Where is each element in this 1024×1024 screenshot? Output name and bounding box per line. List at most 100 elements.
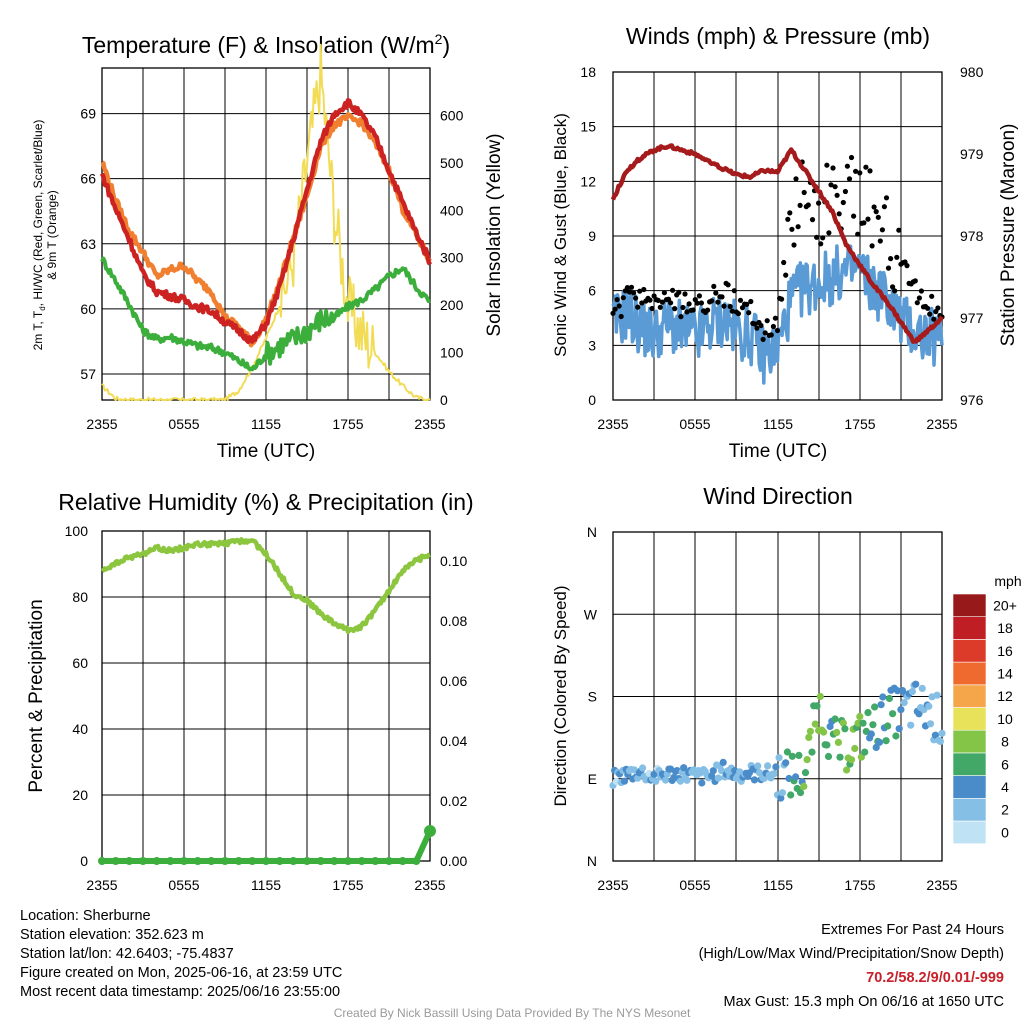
- direction-point: [680, 764, 688, 772]
- temperature-left-tick-label: 57: [80, 366, 96, 382]
- wind-right-axis-label: Station Pressure (Maroon): [998, 124, 1019, 347]
- wind-gust-point: [894, 254, 900, 260]
- wind-gust-point: [635, 304, 641, 310]
- wind-gust-point: [879, 227, 886, 233]
- wind-gust-point: [892, 288, 898, 294]
- wind-gust-point: [754, 325, 760, 331]
- direction-point: [634, 774, 642, 782]
- temperature-right-axis-label: Solar Insolation (Yellow): [484, 133, 505, 336]
- colorbar-swatch: [952, 616, 987, 640]
- wind-gust-point: [731, 288, 737, 294]
- precipitation-point: [111, 857, 120, 865]
- wind-gust-point: [659, 299, 666, 305]
- wind-left-tick-label: 3: [588, 337, 596, 353]
- extremes-subtitle: (High/Low/Max Wind/Precipitation/Snow De…: [698, 946, 1004, 962]
- wind-gust-point: [925, 305, 931, 311]
- direction-point: [871, 703, 879, 711]
- direction-point: [800, 782, 808, 791]
- direction-plot-frame: [612, 531, 943, 862]
- wind-series-layer: [610, 143, 945, 385]
- wind-gust-point: [762, 330, 768, 336]
- direction-point: [931, 731, 940, 739]
- wind-gust-point: [649, 305, 655, 312]
- humidity-x-tick-label: 1155: [251, 877, 281, 893]
- direction-point: [843, 766, 851, 774]
- wind-gust-point: [832, 184, 838, 190]
- direction-point: [778, 789, 787, 797]
- direction-left-tick-label: W: [584, 606, 598, 622]
- wind-x-tick-label: 2355: [597, 416, 628, 432]
- wind-gust-point: [826, 230, 832, 236]
- wind-gust-point: [867, 168, 873, 174]
- temperature-tick-layer: 2355 0555 1155 1755 2355 57 60 63 66 69 0 100 200 300…: [80, 106, 463, 432]
- wind-gust-point: [834, 192, 840, 198]
- temperature-plot-frame: [101, 67, 431, 401]
- temperature-left-tick-label: 69: [80, 106, 96, 122]
- precipitation-point: [316, 857, 325, 865]
- colorbar-tick-label: 0: [1001, 824, 1009, 840]
- wind-gust-point: [797, 202, 803, 208]
- temperature-x-tick-label: 1755: [332, 416, 363, 432]
- direction-point: [816, 692, 824, 701]
- wind-gust-point: [614, 297, 620, 303]
- humidity-right-tick-label: 0.08: [440, 613, 467, 629]
- humidity-x-tick-label: 2355: [414, 877, 445, 893]
- direction-grid: [612, 531, 943, 862]
- wind-right-tick-label: 978: [960, 228, 984, 244]
- wind-gust-point: [705, 307, 711, 313]
- temperature-left-axis-label: 2m T, Td, HI/WC (Red, Green, Scarlet/Blu…: [31, 120, 47, 351]
- wind-gust-point: [641, 286, 647, 293]
- temperature-right-tick-label: 200: [440, 297, 464, 313]
- wind-gust-point: [795, 224, 801, 230]
- direction-point: [912, 680, 920, 688]
- wind-right-tick-label: 980: [960, 64, 984, 80]
- wind-gust-point: [746, 310, 752, 316]
- wind-gust-point: [869, 243, 875, 249]
- colorbar-tick-label: 8: [1001, 734, 1009, 750]
- wind-gust-point: [682, 291, 688, 297]
- colorbar-unit-label: mph: [994, 573, 1021, 589]
- precipitation-point: [180, 857, 188, 865]
- wind-gust-point: [748, 298, 754, 305]
- humidity-line: [101, 537, 431, 635]
- colorbar-tick-label: 2: [1001, 802, 1009, 818]
- wind-gust-point: [764, 318, 770, 324]
- direction-point: [864, 709, 872, 717]
- colorbar-tick-label: 20+: [993, 597, 1017, 613]
- direction-point: [936, 737, 945, 746]
- wind-direction-panel: Wind Direction 2355 0555 1155 1755 2355NESWN…: [551, 483, 1022, 893]
- wind-gust-point: [836, 211, 842, 217]
- wind-gust-point: [840, 199, 846, 206]
- wind-gust-point: [620, 295, 626, 301]
- direction-point: [926, 720, 935, 728]
- direction-point: [770, 770, 778, 778]
- direction-point: [698, 779, 706, 787]
- precipitation-point: [234, 857, 243, 865]
- wind-gust-point: [846, 176, 853, 182]
- precipitation-point: [207, 857, 216, 865]
- temperature-right-tick-label: 600: [440, 107, 464, 123]
- wind-gust-point: [857, 170, 863, 176]
- wind-gust-point: [918, 288, 925, 294]
- direction-point: [772, 763, 780, 771]
- colorbar-tick-label: 18: [997, 620, 1013, 636]
- direction-point: [824, 752, 833, 761]
- wind-left-tick-label: 15: [580, 119, 596, 135]
- temperature-series-yellow: [101, 43, 431, 401]
- direction-point: [851, 744, 859, 753]
- direction-point: [620, 777, 629, 785]
- direction-point: [933, 691, 941, 699]
- wind-x-tick-label: 1755: [844, 416, 875, 432]
- wind-gust-point: [853, 168, 859, 174]
- direction-point: [777, 794, 785, 802]
- wind-gust-point: [914, 300, 920, 306]
- direction-point: [805, 733, 813, 742]
- wind-gust-point: [793, 176, 799, 182]
- wind-gust-point: [774, 327, 781, 334]
- wind-gust-point: [904, 263, 910, 269]
- direction-point: [869, 721, 877, 729]
- wind-gust-point: [612, 306, 618, 312]
- direction-point: [813, 702, 821, 710]
- temperature-x-axis-label: Time (UTC): [217, 441, 316, 462]
- wind-gust-point: [828, 182, 834, 188]
